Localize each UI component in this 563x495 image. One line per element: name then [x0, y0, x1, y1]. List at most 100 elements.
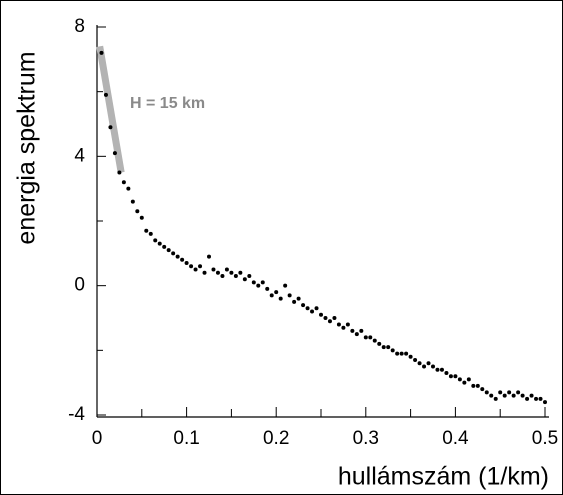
data-point	[332, 316, 337, 320]
data-point	[207, 254, 211, 259]
data-point	[211, 267, 216, 272]
data-point	[390, 348, 395, 353]
x-tick-label: 0	[92, 428, 103, 449]
annotation: H = 15 km	[130, 95, 205, 112]
data-point	[417, 361, 422, 366]
x-tick-label: 0.3	[353, 428, 379, 449]
data-point	[319, 312, 323, 317]
data-point	[336, 322, 341, 327]
data-point	[341, 325, 346, 330]
data-point	[498, 390, 503, 395]
data-point	[404, 351, 409, 356]
data-point	[103, 92, 108, 97]
data-point	[251, 280, 256, 285]
data-point	[193, 267, 198, 272]
data-point	[139, 215, 144, 220]
data-point	[184, 261, 189, 266]
data-point	[283, 283, 288, 288]
data-point	[377, 341, 382, 346]
data-point	[130, 199, 135, 204]
data-point	[359, 328, 364, 333]
data-point	[287, 293, 292, 298]
data-point	[480, 387, 485, 392]
data-point	[224, 267, 229, 272]
data-point	[126, 186, 131, 191]
x-tick-label: 0.2	[263, 428, 289, 449]
data-point	[439, 367, 444, 372]
data-point	[162, 244, 167, 249]
data-point	[471, 383, 476, 388]
data-point	[529, 393, 534, 398]
y-axis-label: energia spektrum	[13, 51, 41, 244]
data-point	[180, 257, 185, 262]
data-point	[233, 273, 238, 278]
data-point	[296, 296, 301, 301]
data-point	[444, 370, 449, 375]
data-point	[345, 322, 350, 327]
x-tick-label: 0.4	[442, 428, 469, 449]
data-point	[466, 377, 471, 382]
data-point	[350, 328, 355, 333]
data-point	[117, 170, 122, 175]
data-point	[386, 345, 391, 350]
data-point	[448, 374, 453, 379]
data-point	[502, 393, 507, 398]
data-point	[265, 286, 270, 291]
data-point	[475, 383, 480, 388]
data-point	[148, 231, 153, 236]
data-point	[153, 238, 158, 243]
y-tick-label: 0	[74, 275, 85, 296]
data-point	[175, 254, 180, 259]
data-point	[363, 335, 368, 340]
x-tick-label: 0.1	[173, 428, 199, 449]
data-point	[368, 335, 373, 340]
data-point	[108, 125, 113, 130]
y-tick-label: 8	[74, 16, 85, 37]
data-point	[135, 209, 140, 214]
data-point	[260, 280, 265, 285]
data-point	[327, 319, 332, 324]
x-tick-label: 0.5	[532, 428, 558, 449]
data-point	[256, 283, 261, 288]
data-point	[166, 248, 171, 253]
data-point	[507, 390, 512, 395]
data-point	[278, 296, 283, 301]
data-point	[215, 270, 220, 275]
data-point	[399, 351, 404, 356]
data-point	[144, 228, 149, 233]
data-point	[301, 303, 306, 308]
data-point	[99, 50, 104, 55]
data-point	[229, 270, 234, 275]
data-point	[511, 393, 516, 398]
data-point	[198, 264, 203, 269]
data-point	[314, 306, 319, 311]
data-point	[202, 270, 207, 275]
data-point	[238, 270, 243, 275]
y-tick-label: -4	[68, 404, 85, 425]
data-point	[274, 290, 279, 295]
data-point	[305, 306, 310, 311]
data-point	[520, 393, 525, 398]
data-point	[525, 396, 530, 401]
data-point	[408, 354, 413, 359]
data-point	[493, 396, 498, 401]
data-point	[462, 380, 467, 385]
data-point	[372, 338, 377, 343]
data-point	[247, 273, 252, 278]
data-point	[457, 377, 462, 382]
data-point	[538, 396, 543, 401]
data-point	[516, 390, 521, 395]
data-point	[269, 293, 274, 298]
data-point	[354, 332, 359, 337]
data-point	[323, 316, 328, 320]
data-point	[171, 251, 176, 256]
data-point	[484, 390, 489, 395]
data-point	[453, 374, 458, 379]
data-point	[242, 277, 247, 282]
fit-line	[96, 45, 125, 174]
data-point	[157, 241, 162, 246]
data-point	[413, 358, 418, 363]
data-point	[426, 361, 431, 366]
